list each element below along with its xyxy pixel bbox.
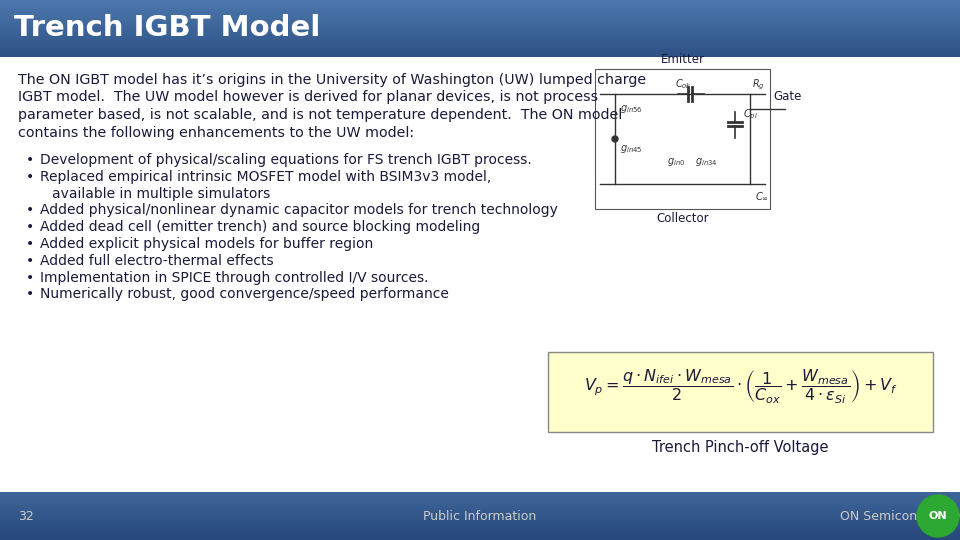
Text: Added physical/nonlinear dynamic capacitor models for trench technology: Added physical/nonlinear dynamic capacit… [40,204,558,218]
Text: Trench IGBT Model: Trench IGBT Model [14,15,321,43]
Circle shape [612,136,618,142]
Text: •: • [26,237,35,251]
Text: $g_{in34}$: $g_{in34}$ [695,156,718,168]
Text: •: • [26,254,35,268]
Text: contains the following enhancements to the UW model:: contains the following enhancements to t… [18,125,414,139]
Text: $g_{in45}$: $g_{in45}$ [620,143,642,155]
Text: •: • [26,153,35,167]
Text: ON Semiconductor®: ON Semiconductor® [840,510,960,523]
Text: $R_g$: $R_g$ [752,77,765,92]
Text: $C_{\infty}$: $C_{\infty}$ [755,190,769,202]
Bar [595,69,770,209]
Text: ON: ON [928,511,948,521]
Text: Public Information: Public Information [423,510,537,523]
Text: •: • [26,204,35,218]
Text: Gate: Gate [773,91,802,104]
Bar [548,352,933,432]
Text: •: • [26,271,35,285]
Text: Added explicit physical models for buffer region: Added explicit physical models for buffe… [40,237,373,251]
Text: available in multiple simulators: available in multiple simulators [52,187,271,200]
Text: $g_{in0}$: $g_{in0}$ [667,156,685,168]
Text: $C_{ok}$: $C_{ok}$ [675,77,692,91]
Bar [0,57,960,492]
Text: $C_{pi}$: $C_{pi}$ [743,107,758,122]
Text: Collector: Collector [657,212,708,225]
Text: •: • [26,170,35,184]
Text: Replaced empirical intrinsic MOSFET model with BSIM3v3 model,: Replaced empirical intrinsic MOSFET mode… [40,170,492,184]
Text: Implementation in SPICE through controlled I/V sources.: Implementation in SPICE through controll… [40,271,428,285]
Text: Emitter: Emitter [660,53,705,66]
Text: •: • [26,287,35,301]
Text: 32: 32 [18,510,34,523]
Circle shape [917,495,959,537]
Text: The ON IGBT model has it’s origins in the University of Washington (UW) lumped c: The ON IGBT model has it’s origins in th… [18,73,646,87]
Text: $g_{in56}$: $g_{in56}$ [620,103,642,115]
Text: Numerically robust, good convergence/speed performance: Numerically robust, good convergence/spe… [40,287,449,301]
Text: Added full electro-thermal effects: Added full electro-thermal effects [40,254,274,268]
Text: Added dead cell (emitter trench) and source blocking modeling: Added dead cell (emitter trench) and sou… [40,220,480,234]
Text: Trench Pinch-off Voltage: Trench Pinch-off Voltage [652,440,828,455]
Text: parameter based, is not scalable, and is not temperature dependent.  The ON mode: parameter based, is not scalable, and is… [18,108,622,122]
Text: IGBT model.  The UW model however is derived for planar devices, is not process: IGBT model. The UW model however is deri… [18,91,598,105]
Text: Development of physical/scaling equations for FS trench IGBT process.: Development of physical/scaling equation… [40,153,532,167]
Text: •: • [26,220,35,234]
Text: $V_p = \dfrac{q \cdot N_{ifei} \cdot W_{mesa}}{2} \cdot \left(\dfrac{1}{C_{ox}} : $V_p = \dfrac{q \cdot N_{ifei} \cdot W_{… [584,368,898,406]
